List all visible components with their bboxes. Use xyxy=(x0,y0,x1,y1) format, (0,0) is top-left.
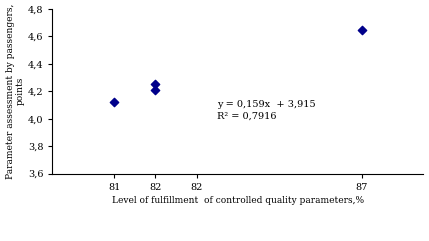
Text: y = 0,159x  + 3,915: y = 0,159x + 3,915 xyxy=(218,100,316,109)
Point xyxy=(152,88,159,92)
X-axis label: Level of fulfillment  of controlled quality parameters,%: Level of fulfillment of controlled quali… xyxy=(112,196,364,205)
Point xyxy=(152,82,159,86)
Point xyxy=(111,100,118,104)
Point xyxy=(358,28,365,32)
Y-axis label: Parameter assessment by passengers,
points: Parameter assessment by passengers, poin… xyxy=(6,4,25,179)
Text: R² = 0,7916: R² = 0,7916 xyxy=(218,111,277,120)
